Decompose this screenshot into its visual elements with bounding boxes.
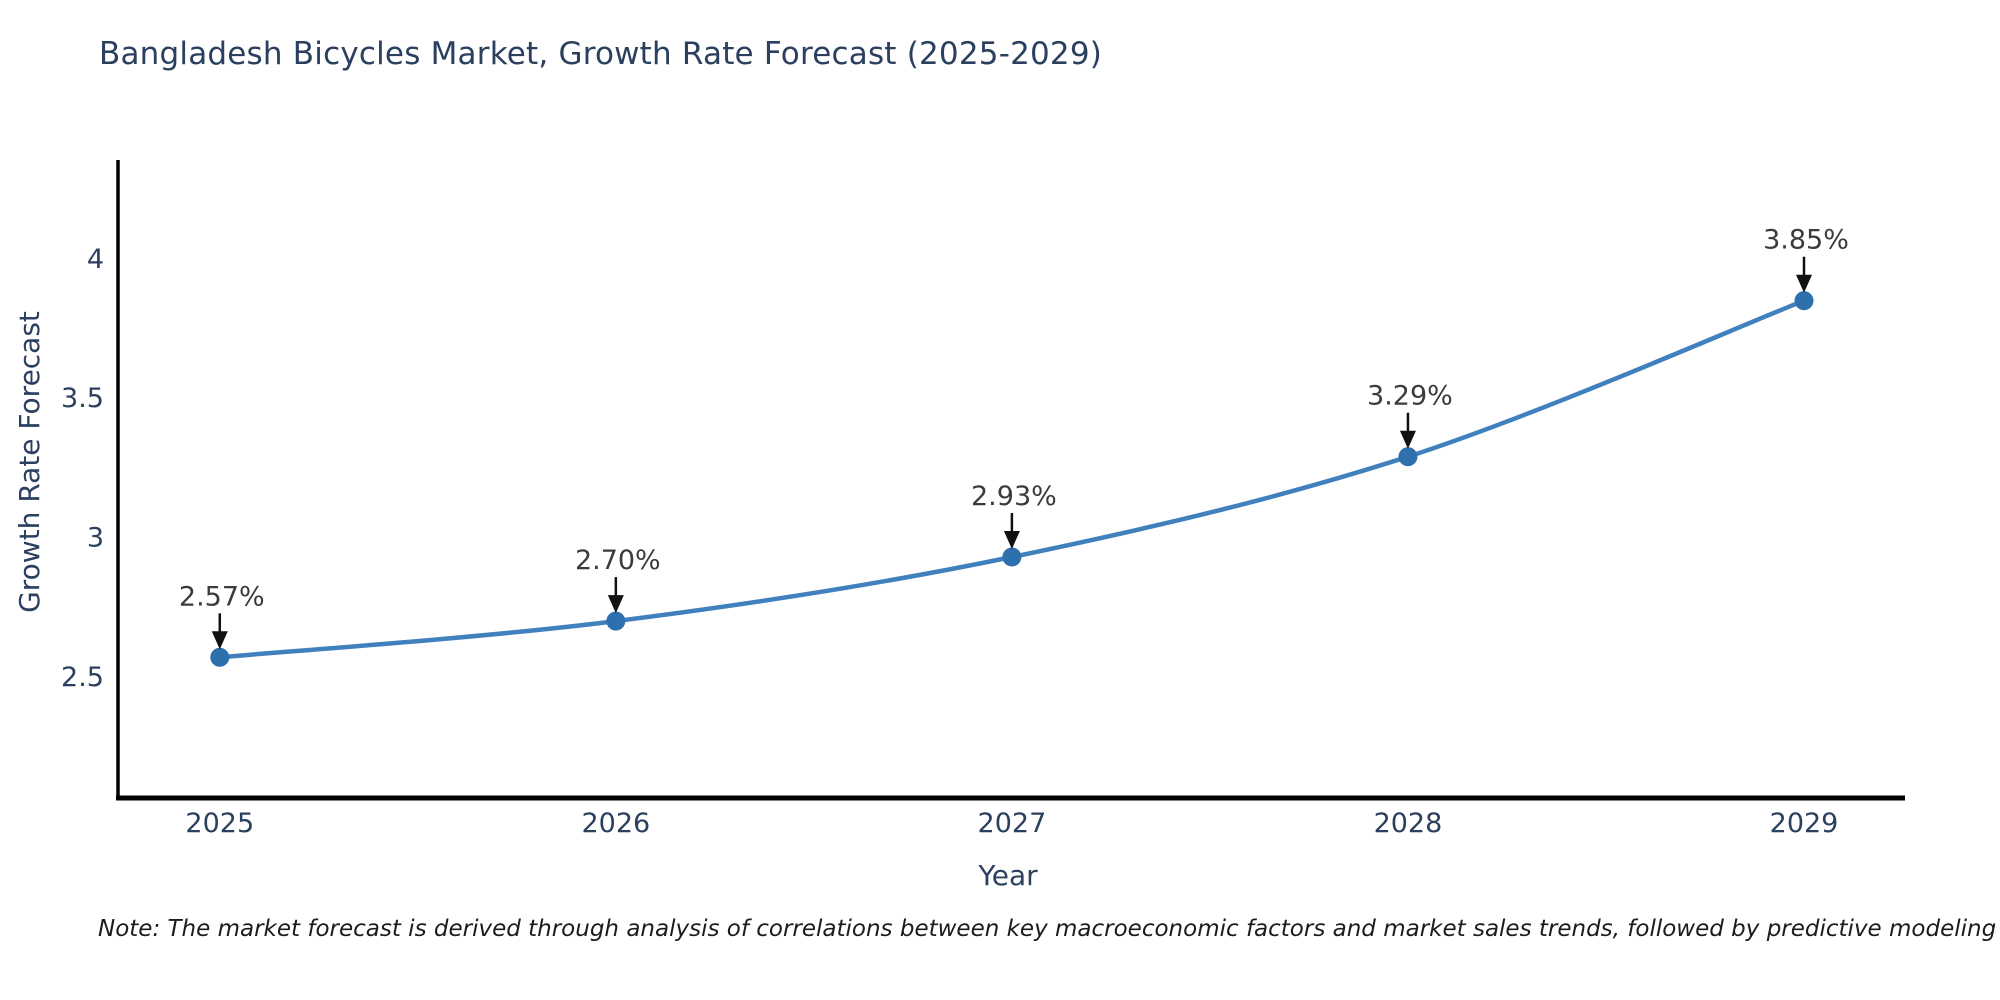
point-annotation: 2.57% <box>179 581 265 612</box>
y-tick-label: 3 <box>87 523 104 554</box>
point-annotation: 3.29% <box>1367 381 1453 412</box>
point-annotation: 2.93% <box>971 481 1057 512</box>
x-tick-label: 2028 <box>1374 808 1443 839</box>
y-tick-label: 4 <box>87 244 104 275</box>
data-point <box>210 647 230 667</box>
annotation-arrowhead <box>1399 430 1416 449</box>
annotation-arrowhead <box>607 595 624 614</box>
x-tick-label: 2029 <box>1770 808 1839 839</box>
series-line <box>219 298 1805 660</box>
footnote: Note: The market forecast is derived thr… <box>98 916 2000 942</box>
annotation-arrowhead <box>1003 531 1020 550</box>
y-tick-label: 2.5 <box>61 662 104 693</box>
x-tick-label: 2025 <box>185 808 254 839</box>
chart-title: Bangladesh Bicycles Market, Growth Rate … <box>99 36 1103 72</box>
data-point <box>606 611 626 631</box>
x-tick-label: 2026 <box>581 808 650 839</box>
point-annotation: 3.85% <box>1763 225 1849 256</box>
annotation-arrowhead <box>211 631 228 650</box>
x-axis-title: Year <box>978 859 1038 892</box>
data-point <box>1398 447 1418 467</box>
point-annotation: 2.70% <box>575 545 661 576</box>
data-point <box>1002 547 1022 567</box>
x-tick-label: 2027 <box>978 808 1047 839</box>
data-point <box>1794 291 1814 311</box>
annotation-arrowhead <box>1796 274 1813 293</box>
y-tick-label: 3.5 <box>61 383 104 414</box>
